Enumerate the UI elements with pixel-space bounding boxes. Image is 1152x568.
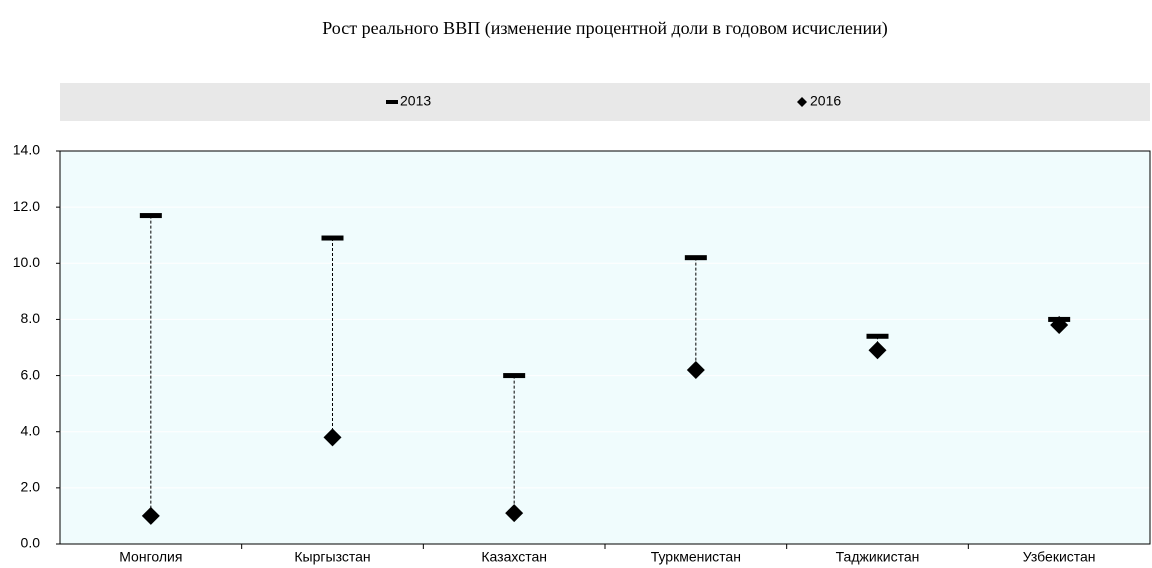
marker-diamond [141, 506, 160, 525]
plot-frame [59, 150, 1151, 545]
marker-dash [684, 255, 707, 261]
y-tick-label: 12.0 [13, 198, 40, 214]
marker-diamond [1050, 316, 1069, 335]
marker-diamond [868, 341, 887, 360]
y-tick-label: 4.0 [21, 422, 41, 438]
y-tick-label: 14.0 [13, 142, 40, 158]
marker-dash [866, 333, 889, 339]
marker-dash [321, 235, 344, 241]
x-tick-label: Узбекистан [1023, 549, 1096, 565]
y-tick-label: 0.0 [21, 535, 41, 551]
legend-background [60, 83, 1150, 121]
y-tick-label: 10.0 [13, 254, 40, 270]
chart-title: Рост реального ВВП (изменение процентной… [322, 18, 888, 39]
y-tick-label: 2.0 [21, 479, 41, 495]
marker-dash [139, 213, 162, 219]
legend-marker [386, 100, 398, 104]
x-tick-label: Таджикистан [836, 549, 920, 565]
legend-label: 2013 [400, 93, 431, 109]
x-tick-label: Монголия [119, 549, 182, 565]
marker-diamond [686, 360, 705, 379]
legend-label: 2016 [810, 93, 841, 109]
x-tick-label: Кыргызстан [294, 549, 370, 565]
legend-marker [797, 97, 807, 107]
x-tick-label: Туркменистан [651, 549, 741, 565]
marker-dash [503, 373, 526, 379]
y-tick-label: 6.0 [21, 366, 41, 382]
x-tick-label: Казахстан [481, 549, 547, 565]
plot-background [60, 151, 1150, 544]
marker-diamond [505, 504, 524, 523]
marker-diamond [323, 428, 342, 447]
y-tick-label: 8.0 [21, 310, 41, 326]
